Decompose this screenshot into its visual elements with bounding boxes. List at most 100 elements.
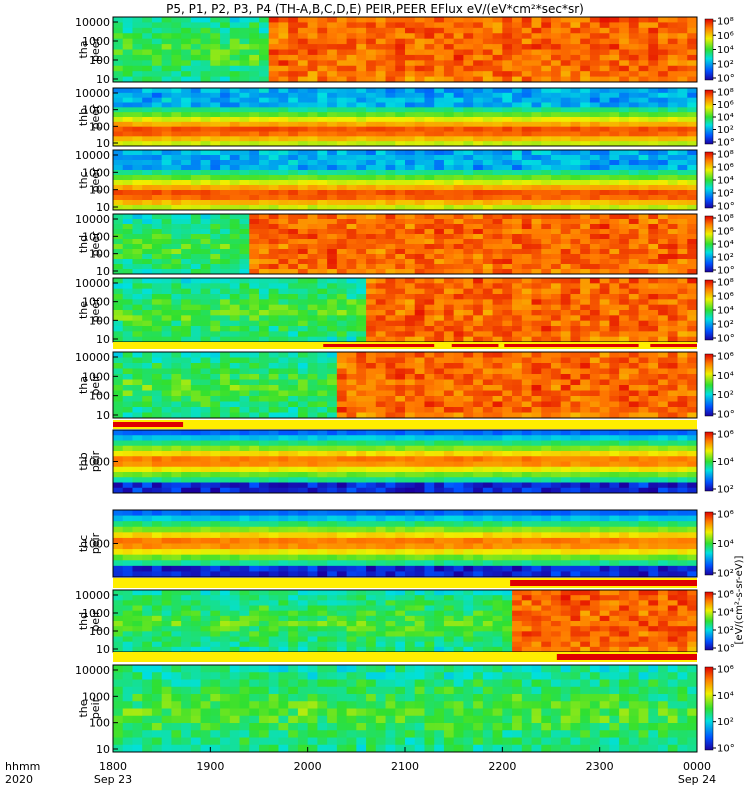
heat-cell bbox=[307, 229, 318, 235]
heat-cell bbox=[346, 315, 357, 322]
heat-cell bbox=[288, 102, 299, 108]
heat-cell bbox=[288, 396, 299, 402]
heat-cell bbox=[259, 390, 270, 397]
heat-cell bbox=[628, 60, 639, 67]
heat-cell bbox=[220, 244, 231, 250]
heat-cell bbox=[502, 195, 513, 201]
heat-cell bbox=[628, 126, 639, 132]
heat-cell bbox=[336, 283, 347, 290]
heat-cell bbox=[210, 363, 221, 369]
heat-cell bbox=[560, 214, 571, 220]
heat-cell bbox=[239, 54, 250, 61]
heat-cell bbox=[336, 304, 347, 311]
heat-cell bbox=[453, 180, 464, 186]
heat-cell bbox=[531, 229, 542, 235]
heat-cell bbox=[502, 136, 513, 142]
heat-cell bbox=[424, 180, 435, 186]
heat-cell bbox=[239, 385, 250, 391]
heat-cell bbox=[161, 451, 172, 457]
heat-cell bbox=[366, 155, 377, 161]
heat-cell bbox=[424, 326, 435, 332]
heat-cell bbox=[336, 374, 347, 380]
heat-cell bbox=[424, 112, 435, 118]
heat-cell bbox=[658, 65, 669, 72]
heat-cell bbox=[463, 136, 474, 142]
heat-cell bbox=[638, 294, 649, 300]
heat-cell bbox=[658, 38, 669, 45]
heat-cell bbox=[463, 33, 474, 40]
heat-cell bbox=[239, 175, 250, 181]
heat-cell bbox=[346, 33, 357, 40]
heat-cell bbox=[609, 229, 620, 235]
heat-cell bbox=[249, 269, 260, 275]
heat-cell bbox=[492, 97, 503, 103]
heat-cell bbox=[619, 269, 630, 275]
heat-cell bbox=[414, 131, 425, 137]
heat-cell bbox=[288, 17, 299, 23]
heat-cell bbox=[259, 385, 270, 391]
heat-cell bbox=[667, 278, 678, 284]
heat-cell bbox=[667, 379, 678, 386]
heat-cell bbox=[297, 466, 309, 473]
heat-cell bbox=[667, 22, 678, 29]
heat-cell bbox=[132, 170, 143, 176]
heat-cell bbox=[638, 71, 649, 77]
heat-cell bbox=[424, 49, 435, 56]
heat-cell bbox=[297, 315, 309, 322]
heat-cell bbox=[453, 200, 464, 206]
heat-cell bbox=[346, 27, 357, 34]
heat-cell bbox=[249, 363, 260, 369]
heat-cell bbox=[463, 315, 474, 322]
heat-cell bbox=[327, 407, 338, 413]
heat-cell bbox=[278, 136, 289, 142]
heat-cell bbox=[142, 170, 153, 176]
heat-cell bbox=[405, 299, 416, 306]
heat-cell bbox=[268, 472, 279, 478]
heat-cell bbox=[327, 461, 338, 468]
heat-cell bbox=[249, 299, 260, 306]
heat-cell bbox=[161, 294, 172, 300]
heat-cell bbox=[599, 107, 610, 113]
heat-cell bbox=[113, 435, 124, 441]
heat-cell bbox=[512, 482, 523, 489]
heat-cell bbox=[667, 214, 678, 220]
heat-cell bbox=[113, 33, 124, 40]
ytick-label: 1000 bbox=[82, 230, 110, 243]
heat-cell bbox=[200, 466, 211, 473]
heat-cell bbox=[687, 27, 698, 34]
heat-cell bbox=[541, 88, 552, 94]
heat-cell bbox=[482, 54, 493, 61]
heat-cell bbox=[268, 487, 279, 494]
heat-cell bbox=[541, 374, 552, 380]
heat-cell bbox=[463, 288, 474, 295]
heat-cell bbox=[463, 126, 474, 132]
heat-cell bbox=[463, 407, 474, 413]
heat-cell bbox=[366, 331, 377, 338]
heat-cell bbox=[667, 54, 678, 61]
heat-cell bbox=[677, 254, 688, 260]
heat-cell bbox=[356, 435, 367, 441]
heat-cell bbox=[395, 136, 406, 142]
heat-cell bbox=[336, 385, 347, 391]
heat-cell bbox=[395, 92, 406, 99]
heat-cell bbox=[521, 352, 532, 358]
heat-cell bbox=[327, 412, 338, 419]
heat-cell bbox=[482, 440, 493, 447]
heat-cell bbox=[531, 244, 542, 250]
heat-cell bbox=[541, 76, 552, 83]
heat-cell bbox=[473, 76, 484, 83]
heat-cell bbox=[142, 126, 153, 132]
heat-cell bbox=[658, 97, 669, 103]
heat-cell bbox=[307, 269, 318, 275]
heat-cell bbox=[151, 92, 163, 99]
heat-cell bbox=[229, 54, 240, 61]
heat-cell bbox=[249, 234, 260, 240]
heat-cell bbox=[142, 363, 153, 369]
heat-cell bbox=[229, 97, 240, 103]
heat-cell bbox=[463, 368, 474, 375]
heat-cell bbox=[395, 71, 406, 77]
heat-cell bbox=[414, 326, 425, 332]
heat-cell bbox=[336, 445, 347, 452]
heat-cell bbox=[239, 368, 250, 375]
heat-cell bbox=[434, 160, 445, 166]
